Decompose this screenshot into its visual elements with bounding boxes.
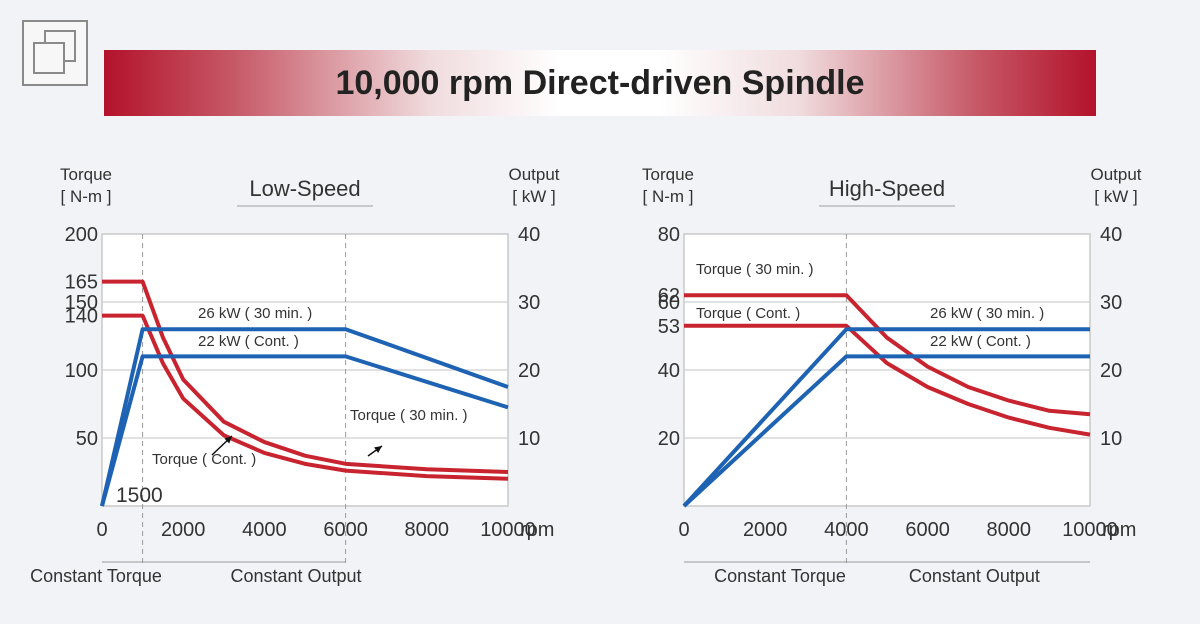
x-tick-label: 10000 [480, 519, 536, 541]
right-axis-unit: [ kW ] [512, 187, 555, 206]
series-label: 22 kW ( Cont. ) [930, 333, 1031, 350]
chart-title: High-Speed [829, 176, 945, 201]
left-tick-label: 40 [658, 360, 680, 382]
right-tick-label: 40 [1100, 224, 1122, 246]
left-axis-unit: [ N-m ] [61, 187, 112, 206]
series-label: Torque ( 30 min. ) [350, 407, 468, 424]
right-tick-label: 10 [1100, 428, 1122, 450]
series-label: Torque ( Cont. ) [152, 451, 256, 468]
left-axis-title: Torque [60, 165, 112, 184]
left-tick-label: 20 [658, 428, 680, 450]
high-speed-chart: High-Speed Torque [ N-m ] Output [ kW ] 20 40 5… [642, 165, 1142, 586]
right-tick-label: 30 [518, 292, 540, 314]
series-line [102, 313, 509, 481]
left-axis-unit: [ N-m ] [643, 187, 694, 206]
x-tick-label: 6000 [323, 519, 368, 541]
region-label: Constant Output [230, 566, 361, 586]
series-label: Torque ( 30 min. ) [696, 261, 814, 278]
series-line [682, 354, 1090, 508]
left-tick-label: 53 [658, 316, 680, 338]
x-tick-label: 0 [678, 519, 689, 541]
right-tick-label: 40 [518, 224, 540, 246]
left-tick-label: 80 [658, 224, 680, 246]
x-axis-unit: rpm [1102, 519, 1136, 541]
left-tick-label: 200 [65, 224, 98, 246]
right-tick-label: 20 [518, 360, 540, 382]
series-label: Torque ( Cont. ) [696, 305, 800, 322]
x-tick-label: 2000 [743, 519, 788, 541]
series-line [684, 323, 1091, 437]
left-tick-label: 150 [65, 292, 98, 314]
x-tick-label: 8000 [987, 519, 1032, 541]
left-tick-label: 62 [658, 285, 680, 307]
arrow-head [374, 446, 382, 454]
left-tick-label: 100 [65, 360, 98, 382]
x-tick-label: 0 [96, 519, 107, 541]
series-line [100, 354, 509, 507]
series-line [100, 327, 509, 507]
right-tick-label: 10 [518, 428, 540, 450]
x-tick-label: 10000 [1062, 519, 1118, 541]
x-tick-label: 4000 [242, 519, 287, 541]
x-tick-label: 2000 [161, 519, 206, 541]
right-axis-title: Output [1090, 165, 1141, 184]
x-axis-unit: rpm [520, 519, 554, 541]
series-line [684, 293, 1091, 417]
arrow-head [224, 436, 232, 444]
x-tick-label: 8000 [405, 519, 450, 541]
series-label: 26 kW ( 30 min. ) [930, 305, 1044, 322]
chart-title: Low-Speed [249, 176, 360, 201]
x-tick-label: 6000 [905, 519, 950, 541]
x-tick-label: 4000 [824, 519, 869, 541]
region-label: Constant Output [909, 566, 1040, 586]
series-label: 26 kW ( 30 min. ) [198, 305, 312, 322]
title-banner: 10,000 rpm Direct-driven Spindle [104, 50, 1096, 116]
copy-window-icon [22, 20, 88, 86]
right-tick-label: 30 [1100, 292, 1122, 314]
right-axis-unit: [ kW ] [1094, 187, 1137, 206]
region-label: Constant Torque [714, 566, 846, 586]
left-tick-label: 165 [65, 272, 98, 294]
series-label: 22 kW ( Cont. ) [198, 333, 299, 350]
right-tick-label: 20 [1100, 360, 1122, 382]
left-tick-label: 50 [76, 428, 98, 450]
series-line [102, 279, 509, 474]
page-title: 10,000 rpm Direct-driven Spindle [335, 64, 865, 102]
region-label: Constant Torque [30, 566, 162, 586]
left-tick-label: 60 [658, 292, 680, 314]
left-tick-label: 140 [65, 306, 98, 328]
right-axis-title: Output [508, 165, 559, 184]
series-line [682, 327, 1090, 508]
annotation-label: 1500 [116, 484, 163, 507]
left-axis-title: Torque [642, 165, 694, 184]
